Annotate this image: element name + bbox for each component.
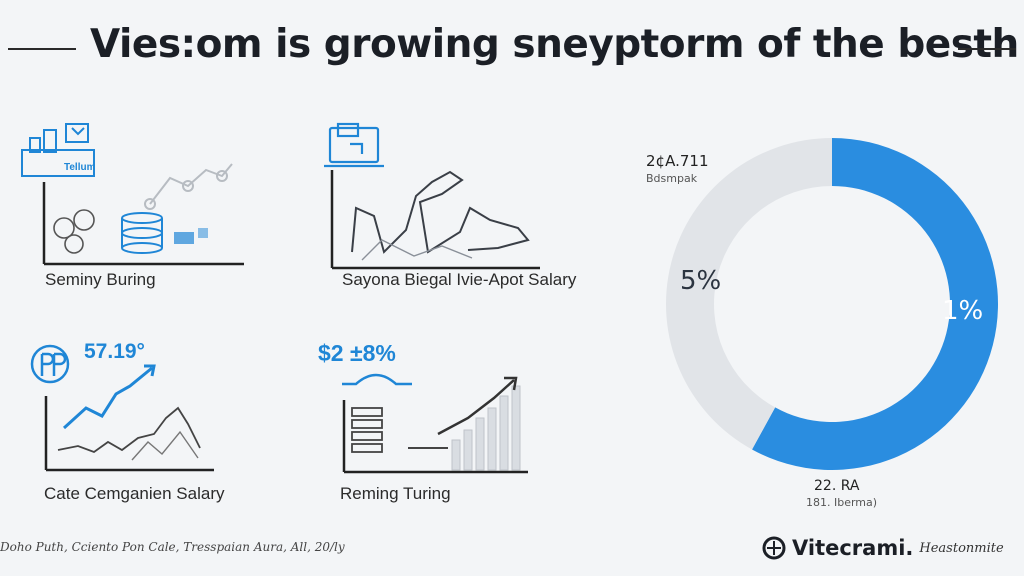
- document-stack-icon: [351, 407, 383, 453]
- panel-seminy: Tellum Seminy Buring: [18, 120, 258, 300]
- laptop-icon: [324, 122, 384, 168]
- donut-top-sub: Bdsmpak: [646, 172, 698, 185]
- pp-logo-icon: [30, 344, 70, 384]
- panel-2-caption: Sayona Biegal Ivie-Apot Salary: [342, 270, 577, 289]
- panel-1-caption: Seminy Buring: [45, 270, 156, 289]
- panel-1-tag: Tellum: [64, 162, 96, 173]
- donut-chart: [666, 138, 998, 470]
- panel-3-value: 57.19°: [84, 340, 145, 363]
- donut-top-value: 2¢A.711: [646, 152, 709, 170]
- panel-1-illustration: Tellum: [21, 123, 244, 266]
- laptop-icon: [21, 123, 95, 177]
- title-row: Vies:om is growing sneyptorm of the best…: [0, 22, 1024, 78]
- page-title: Vies:om is growing sneyptorm of the best…: [90, 22, 1019, 67]
- panel-3-caption: Cate Cemganien Salary: [44, 484, 225, 503]
- donut-right-label: 1%: [942, 296, 984, 326]
- panel-sayona: Sayona Biegal Ivie-Apot Salary: [322, 120, 576, 300]
- panel-reming: $2 ±8% Reming Turing: [318, 338, 558, 518]
- panel-4-illustration: [342, 373, 528, 474]
- database-icon: [121, 212, 163, 254]
- footer-note: Doho Puth, Cciento Pon Cale, Tresspaian …: [0, 540, 345, 554]
- title-rule-right: [958, 48, 1016, 50]
- arch-icon: [342, 373, 412, 386]
- panel-4-caption: Reming Turing: [340, 484, 451, 503]
- brand: Vitecrami. Heastonmite: [762, 533, 1004, 563]
- brand-name: Vitecrami.: [792, 536, 914, 560]
- title-rule-left: [8, 48, 76, 50]
- brand-tag: Heastonmite: [919, 540, 1004, 556]
- donut-slice-primary: [752, 138, 998, 470]
- donut-bottom-value: 22. RA: [814, 478, 860, 494]
- panel-cate: 57.19° Cate Cemganien Salary: [28, 338, 268, 518]
- panel-4-value: $2 ±8%: [318, 340, 396, 366]
- brand-logo-icon: [762, 536, 786, 560]
- donut-left-label: 5%: [680, 266, 722, 296]
- donut-bottom-sub: 181. Iberma): [806, 496, 878, 509]
- donut-slice-secondary: [666, 138, 832, 450]
- panel-3-illustration: [30, 344, 214, 472]
- panel-2-illustration: [324, 122, 540, 270]
- gear-cluster-icon: [53, 209, 95, 254]
